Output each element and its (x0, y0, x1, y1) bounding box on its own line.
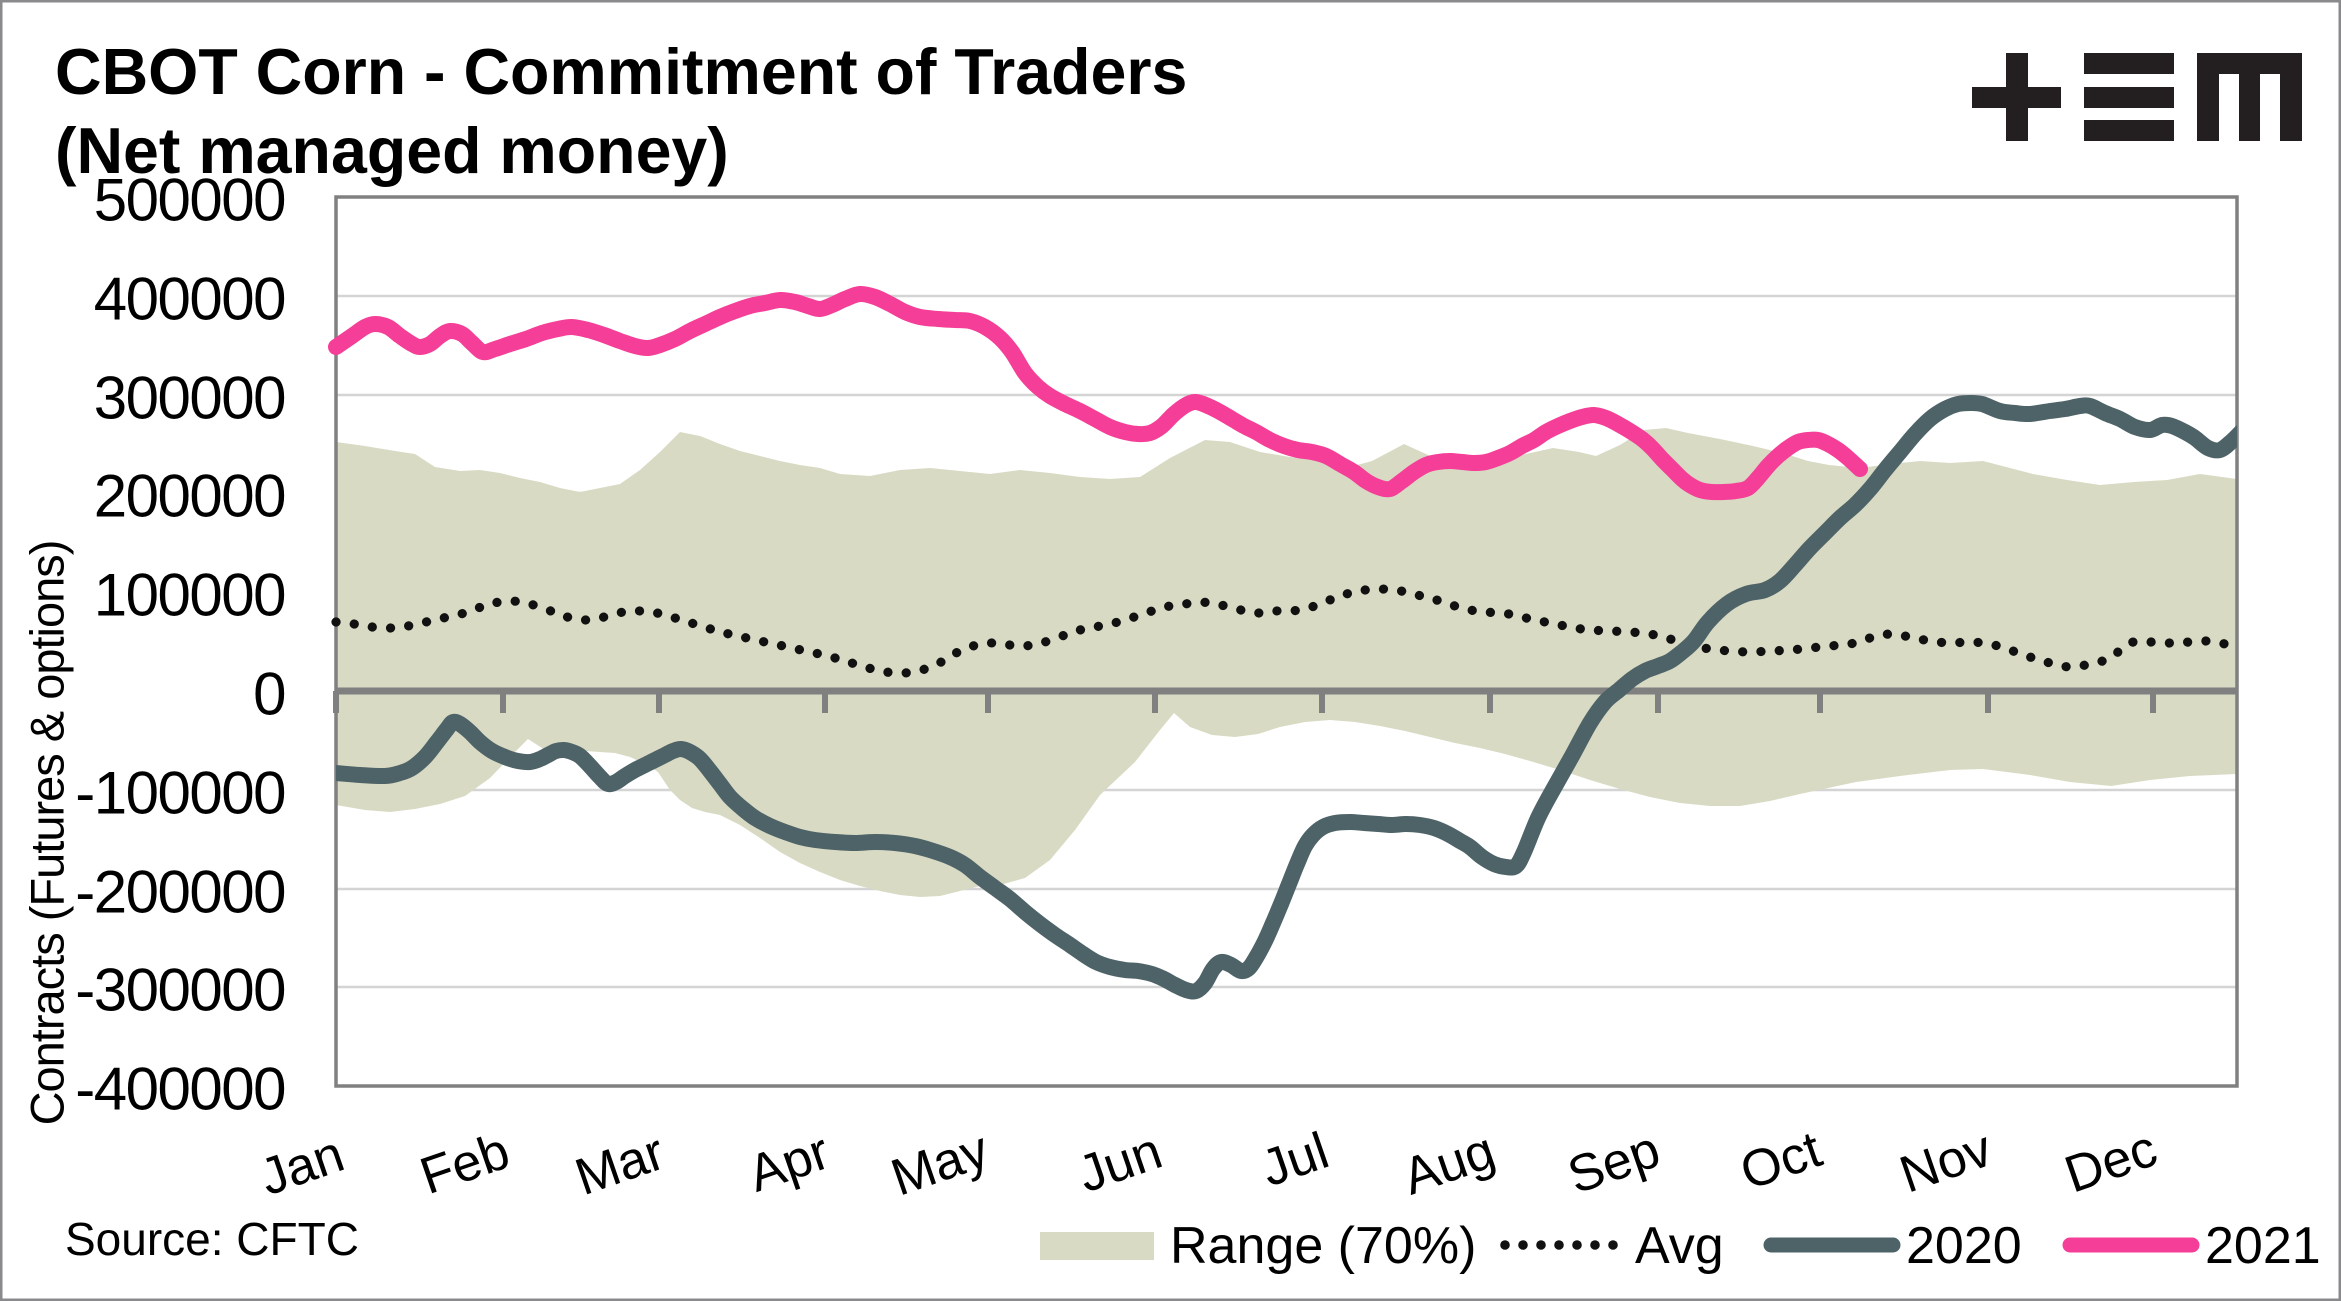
svg-text:300000: 300000 (94, 365, 285, 432)
svg-text:Range (70%): Range (70%) (1170, 1217, 1476, 1275)
svg-text:200000: 200000 (94, 463, 285, 530)
svg-text:-200000: -200000 (75, 859, 285, 926)
svg-text:100000: 100000 (94, 562, 285, 629)
svg-text:2020: 2020 (1906, 1217, 2022, 1275)
svg-text:Source: CFTC: Source: CFTC (65, 1213, 359, 1265)
svg-text:Avg: Avg (1635, 1217, 1724, 1275)
svg-text:2021: 2021 (2205, 1217, 2321, 1275)
svg-text:-300000: -300000 (75, 957, 285, 1024)
svg-text:CBOT Corn - Commitment of Trad: CBOT Corn - Commitment of Traders (55, 36, 1187, 108)
svg-text:-400000: -400000 (75, 1056, 285, 1123)
svg-text:400000: 400000 (94, 266, 285, 333)
svg-text:-100000: -100000 (75, 760, 285, 827)
svg-text:Contracts (Futures & options): Contracts (Futures & options) (21, 541, 74, 1126)
svg-text:0: 0 (253, 661, 285, 728)
svg-text:500000: 500000 (94, 167, 285, 234)
svg-text:(Net managed money): (Net managed money) (55, 115, 729, 187)
